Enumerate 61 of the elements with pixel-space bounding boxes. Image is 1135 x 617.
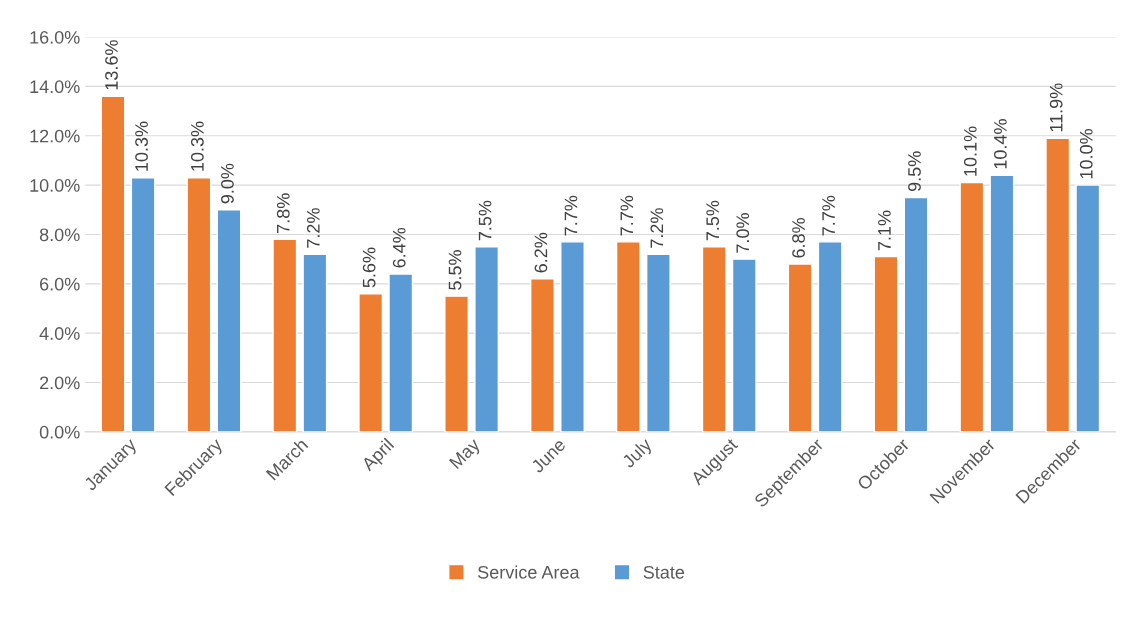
bar <box>444 295 469 432</box>
data-label: 7.2% <box>306 208 320 248</box>
bar <box>645 253 671 432</box>
data-label: 5.6% <box>362 247 376 288</box>
legend-label: Service Area <box>478 565 580 579</box>
data-label: 5.5% <box>448 250 462 290</box>
y-tick-label: 4.0% <box>39 327 80 340</box>
data-label: 10.3% <box>190 121 204 171</box>
bar <box>615 241 641 432</box>
bar <box>959 181 985 432</box>
data-label: 9.0% <box>221 163 234 204</box>
bar <box>989 174 1015 432</box>
data-label: 6.8% <box>792 218 805 258</box>
bar <box>100 95 126 432</box>
data-label: 6.4% <box>392 227 406 268</box>
data-label: 7.0% <box>736 213 750 253</box>
legend-label: State <box>643 565 685 579</box>
x-tick-label: July <box>620 436 656 472</box>
x-tick-label: May <box>448 437 484 472</box>
data-label: 9.5% <box>908 151 921 192</box>
bar <box>530 278 555 432</box>
bar <box>817 241 843 432</box>
y-tick-label: 12.0% <box>30 129 80 143</box>
data-label: 10.4% <box>993 119 1007 169</box>
bar <box>216 209 242 432</box>
bar <box>873 255 899 432</box>
bar <box>560 241 585 432</box>
y-tick-label: 6.0% <box>40 277 80 291</box>
bar <box>903 196 929 432</box>
bar <box>731 258 757 432</box>
y-tick-label: 14.0% <box>30 80 80 94</box>
data-label: 7.1% <box>878 210 891 251</box>
bar <box>388 273 414 432</box>
y-tick-label: 10.0% <box>30 179 80 192</box>
data-label: 10.1% <box>963 126 977 176</box>
data-label: 7.7% <box>564 195 578 236</box>
data-label: 7.7% <box>822 195 835 236</box>
data-label: 7.5% <box>478 200 492 241</box>
bar <box>272 238 298 432</box>
bar <box>1075 184 1101 432</box>
y-tick-label: 2.0% <box>40 376 80 390</box>
bar <box>1045 137 1071 432</box>
bar <box>701 246 727 432</box>
data-label: 11.9% <box>1049 83 1063 132</box>
bar <box>474 246 500 432</box>
data-label: 7.2% <box>650 208 664 248</box>
data-label: 10.0% <box>1079 128 1093 179</box>
y-tick-label: 8.0% <box>39 228 80 242</box>
bar <box>787 263 813 432</box>
bar <box>186 177 212 432</box>
bar <box>358 292 384 432</box>
data-label: 6.2% <box>534 232 548 273</box>
data-label: 7.7% <box>620 195 634 236</box>
data-label: 7.8% <box>276 193 290 233</box>
y-tick-label: 16.0% <box>30 30 80 44</box>
bar <box>302 253 328 432</box>
data-label: 10.3% <box>135 121 148 171</box>
data-label: 13.6% <box>105 40 118 90</box>
y-tick-label: 0.0% <box>39 425 80 439</box>
bar <box>130 177 156 432</box>
data-label: 7.5% <box>706 200 720 241</box>
